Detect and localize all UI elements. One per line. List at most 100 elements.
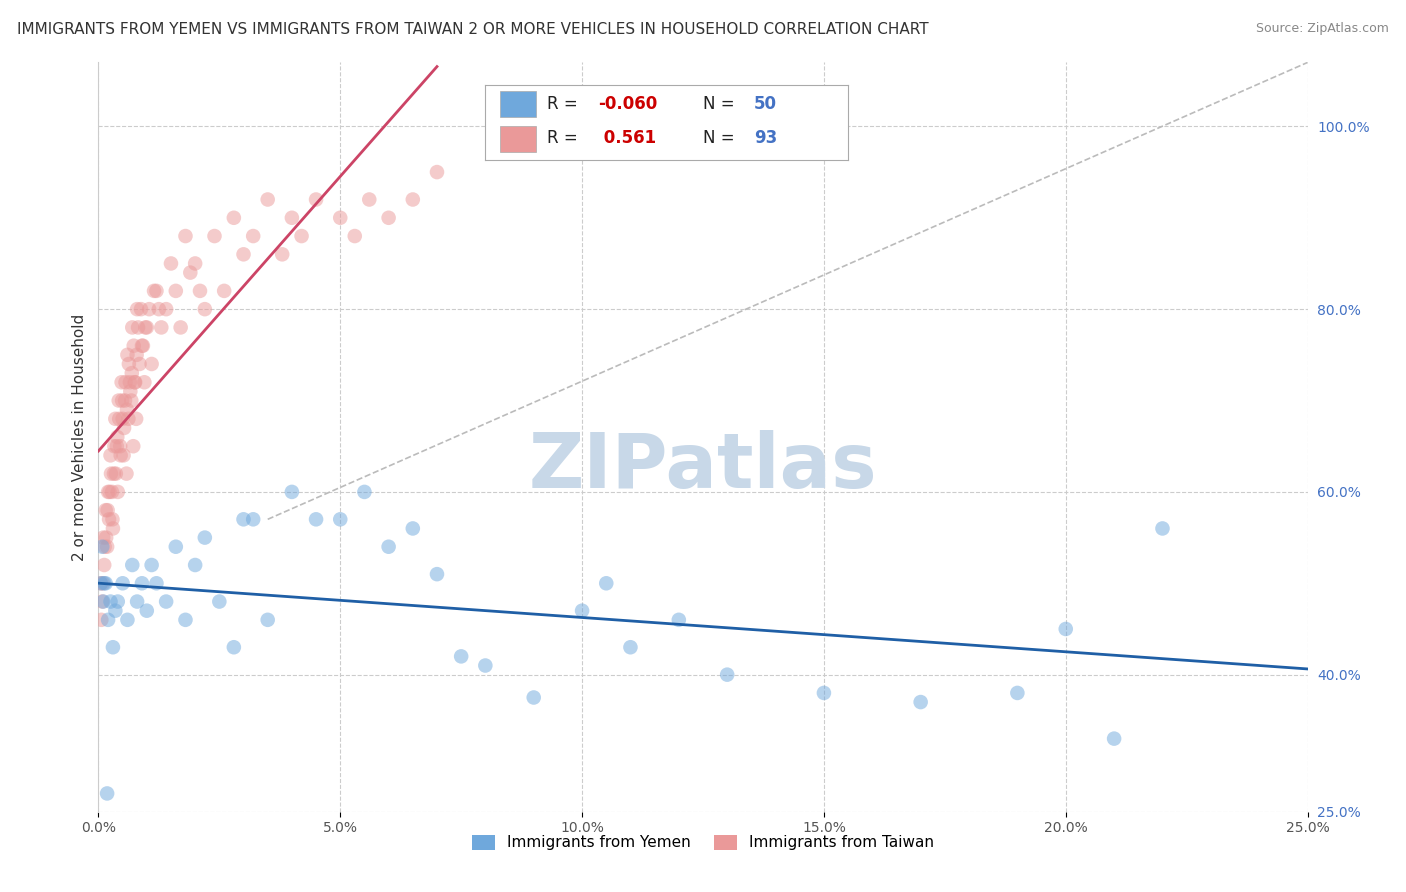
Point xyxy=(127,320,149,334)
Point xyxy=(108,412,131,426)
Point xyxy=(97,503,120,517)
Point xyxy=(343,229,366,244)
Point xyxy=(94,503,117,517)
Point xyxy=(377,211,399,225)
Point xyxy=(117,348,139,362)
Point xyxy=(91,531,114,545)
Point xyxy=(118,357,141,371)
Point xyxy=(90,613,112,627)
Point xyxy=(93,558,115,572)
Point xyxy=(110,448,132,462)
Point xyxy=(194,302,217,317)
Point xyxy=(134,376,156,390)
Point xyxy=(112,448,135,462)
Point xyxy=(94,576,117,591)
Point xyxy=(232,247,254,261)
Point xyxy=(111,412,134,426)
Point xyxy=(117,613,139,627)
Legend: Immigrants from Yemen, Immigrants from Taiwan: Immigrants from Yemen, Immigrants from T… xyxy=(465,829,941,856)
Point xyxy=(107,393,129,408)
Point xyxy=(103,467,125,481)
Point xyxy=(160,256,183,270)
Point xyxy=(359,193,381,207)
Point xyxy=(93,576,115,591)
Text: Source: ZipAtlas.com: Source: ZipAtlas.com xyxy=(1256,22,1389,36)
Point xyxy=(165,540,187,554)
Point xyxy=(290,229,312,244)
Point xyxy=(595,576,617,591)
Point xyxy=(125,348,148,362)
Point xyxy=(98,484,121,499)
Point xyxy=(128,357,150,371)
Point xyxy=(135,320,157,334)
Point xyxy=(169,320,191,334)
Point xyxy=(305,193,328,207)
Point xyxy=(281,211,304,225)
Point xyxy=(155,302,177,317)
Point xyxy=(127,302,149,317)
Text: ZIPatlas: ZIPatlas xyxy=(529,430,877,504)
Point xyxy=(256,193,278,207)
Point xyxy=(450,649,472,664)
Point xyxy=(90,576,112,591)
Point xyxy=(305,512,328,526)
Point xyxy=(242,229,264,244)
Point xyxy=(96,531,118,545)
Point xyxy=(910,695,932,709)
Point xyxy=(107,594,129,608)
Point xyxy=(1152,521,1174,535)
Point xyxy=(145,284,167,298)
Y-axis label: 2 or more Vehicles in Household: 2 or more Vehicles in Household xyxy=(72,313,87,561)
Point xyxy=(232,512,254,526)
Point xyxy=(122,339,145,353)
Point xyxy=(256,613,278,627)
Point xyxy=(134,320,156,334)
Point xyxy=(90,576,112,591)
Point xyxy=(111,576,134,591)
Point xyxy=(96,787,118,801)
Point xyxy=(668,613,690,627)
Point xyxy=(105,439,128,453)
Point xyxy=(143,284,166,298)
Point xyxy=(222,211,245,225)
Point xyxy=(101,512,124,526)
Point xyxy=(111,376,134,390)
Point xyxy=(523,690,546,705)
Point xyxy=(104,604,127,618)
Point xyxy=(148,302,170,317)
Point xyxy=(174,229,197,244)
Point xyxy=(129,302,152,317)
Point xyxy=(111,393,134,408)
Point xyxy=(91,540,114,554)
Point xyxy=(97,484,120,499)
Point xyxy=(141,357,163,371)
Point xyxy=(222,640,245,655)
Point xyxy=(93,540,115,554)
Point xyxy=(120,393,142,408)
Point xyxy=(121,320,143,334)
Point xyxy=(132,339,155,353)
Point xyxy=(150,320,173,334)
Point xyxy=(100,448,122,462)
Point xyxy=(127,594,149,608)
Point xyxy=(208,594,231,608)
Point xyxy=(124,376,146,390)
Point xyxy=(105,430,128,444)
Point xyxy=(204,229,226,244)
Point xyxy=(353,484,375,499)
Point xyxy=(114,376,136,390)
Point xyxy=(101,640,124,655)
Point xyxy=(118,376,141,390)
Point xyxy=(104,412,127,426)
Point xyxy=(135,604,157,618)
Text: IMMIGRANTS FROM YEMEN VS IMMIGRANTS FROM TAIWAN 2 OR MORE VEHICLES IN HOUSEHOLD : IMMIGRANTS FROM YEMEN VS IMMIGRANTS FROM… xyxy=(17,22,928,37)
Point xyxy=(121,558,143,572)
Point xyxy=(91,594,114,608)
Point xyxy=(184,256,207,270)
Point xyxy=(125,412,148,426)
Point xyxy=(377,540,399,554)
Point xyxy=(101,521,124,535)
Point xyxy=(115,467,138,481)
Point xyxy=(329,211,352,225)
Point xyxy=(115,402,138,417)
